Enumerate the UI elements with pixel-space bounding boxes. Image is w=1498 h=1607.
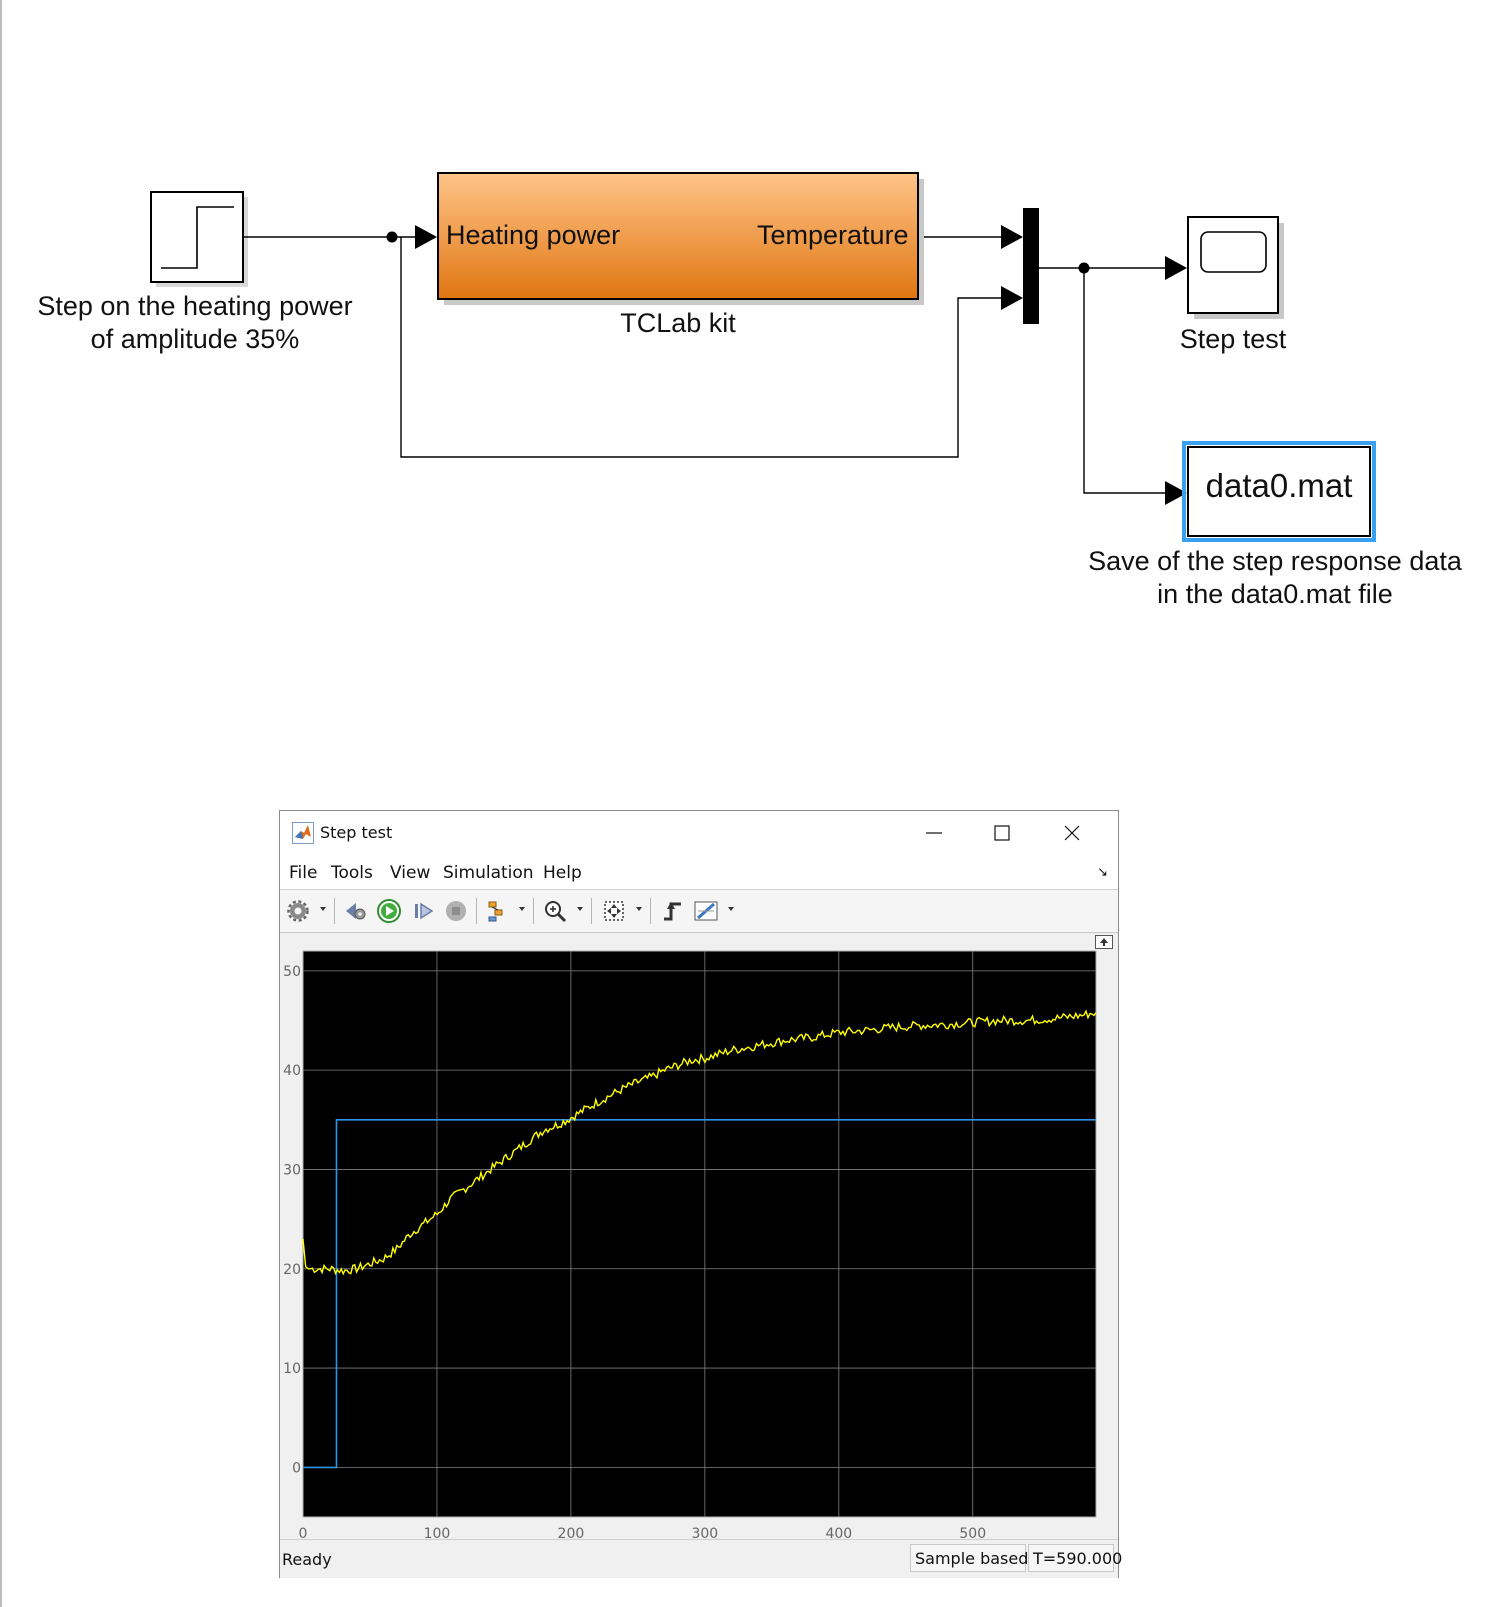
to-file-label-line2: in the data0.mat file bbox=[1157, 579, 1393, 609]
toolbar-separator bbox=[476, 898, 477, 924]
close-icon bbox=[1064, 825, 1080, 841]
output-port-label: Temperature bbox=[757, 220, 909, 250]
step-icon bbox=[161, 206, 234, 269]
plot-area: 0 100 200 300 400 500 0 10 20 30 40 50 bbox=[280, 933, 1118, 1542]
measurements-icon bbox=[694, 901, 718, 921]
to-file-label-line1: Save of the step response data bbox=[1088, 546, 1462, 576]
settings-icon bbox=[287, 900, 309, 922]
status-mode: Sample based bbox=[910, 1544, 1028, 1572]
branch-points bbox=[386, 231, 1090, 274]
window-title: Step test bbox=[320, 823, 393, 842]
maximize-icon bbox=[994, 825, 1010, 841]
step-block[interactable] bbox=[150, 191, 248, 287]
x-tick-label: 0 bbox=[299, 1526, 308, 1539]
run-button[interactable] bbox=[376, 898, 402, 924]
to-file-block-text: data0.mat bbox=[1205, 467, 1353, 504]
subsystem-name: TCLab kit bbox=[620, 308, 736, 338]
toolbar-separator bbox=[591, 898, 592, 924]
step-back-button[interactable] bbox=[342, 898, 368, 924]
menu-bar: File Tools View Simulation Help ↘ bbox=[280, 855, 1118, 890]
y-tick-label: 20 bbox=[283, 1262, 301, 1278]
measurements-dropdown-icon[interactable] bbox=[726, 904, 736, 914]
signal-lines bbox=[243, 236, 1166, 494]
to-file-label: Save of the step response data in the da… bbox=[1040, 546, 1498, 610]
settings-button[interactable] bbox=[285, 898, 311, 924]
arrowheads bbox=[415, 225, 1187, 505]
menu-view[interactable]: View bbox=[390, 863, 431, 883]
x-tick-label: 100 bbox=[424, 1526, 451, 1539]
simulink-diagram bbox=[150, 172, 1376, 542]
settings-dropdown-icon[interactable] bbox=[318, 904, 328, 914]
to-file-block[interactable] bbox=[1182, 441, 1376, 542]
scope-window: Step test File Tools View Simulation Hel… bbox=[279, 810, 1122, 1578]
highlight-icon bbox=[488, 901, 503, 922]
y-tick-label: 50 bbox=[283, 964, 301, 980]
minimize-button[interactable] bbox=[900, 811, 968, 855]
zoom-button[interactable] bbox=[542, 898, 568, 924]
close-button[interactable] bbox=[1038, 811, 1106, 855]
autoscale-icon bbox=[604, 901, 624, 921]
temperature-series-line bbox=[302, 1009, 1097, 1276]
scope-plot[interactable]: 0 100 200 300 400 500 0 10 20 30 40 50 bbox=[280, 933, 1118, 1542]
step-block-label: Step on the heating power of amplitude 3… bbox=[15, 291, 375, 355]
maximize-button[interactable] bbox=[968, 811, 1036, 855]
x-tick-label: 300 bbox=[691, 1526, 718, 1539]
x-tick-label: 200 bbox=[558, 1526, 585, 1539]
menu-tools[interactable]: Tools bbox=[331, 863, 373, 883]
toolbar-separator bbox=[533, 898, 534, 924]
mux-block[interactable] bbox=[1023, 208, 1039, 324]
scope-screen-icon bbox=[1200, 231, 1267, 273]
highlight-dropdown-icon[interactable] bbox=[517, 904, 527, 914]
input-port-label: Heating power bbox=[446, 220, 621, 250]
undock-axes-icon[interactable] bbox=[1095, 935, 1113, 949]
menu-help[interactable]: Help bbox=[543, 863, 582, 883]
measurements-button[interactable] bbox=[693, 898, 719, 924]
canvas-left-border bbox=[0, 0, 2, 1607]
matlab-icon bbox=[292, 822, 314, 844]
y-tick-label: 0 bbox=[292, 1460, 301, 1476]
y-tick-label: 40 bbox=[283, 1063, 301, 1079]
y-tick-label: 30 bbox=[283, 1162, 301, 1178]
step-label-line2: of amplitude 35% bbox=[90, 324, 300, 354]
autoscale-button[interactable] bbox=[601, 898, 627, 924]
status-time: T=590.000 bbox=[1028, 1544, 1122, 1572]
zoom-icon bbox=[545, 901, 567, 923]
toolbar bbox=[280, 890, 1118, 933]
toolbar-separator bbox=[650, 898, 651, 924]
zoom-dropdown-icon[interactable] bbox=[575, 904, 585, 914]
status-bar: Ready Sample based T=590.000 bbox=[280, 1539, 1122, 1578]
minimize-icon bbox=[926, 832, 942, 834]
status-ready: Ready bbox=[282, 1550, 332, 1569]
x-tick-label: 400 bbox=[825, 1526, 852, 1539]
autoscale-dropdown-icon[interactable] bbox=[634, 904, 644, 914]
menu-simulation[interactable]: Simulation bbox=[443, 863, 534, 883]
plot-background bbox=[302, 950, 1097, 1518]
step-forward-button[interactable] bbox=[410, 898, 436, 924]
run-icon bbox=[377, 899, 401, 923]
step-forward-icon bbox=[415, 902, 434, 920]
trigger-button[interactable] bbox=[660, 898, 686, 924]
stop-button[interactable] bbox=[443, 898, 469, 924]
x-tick-label: 500 bbox=[959, 1526, 986, 1539]
stop-icon bbox=[446, 901, 466, 921]
trigger-icon bbox=[664, 902, 681, 921]
heating-power-series-line bbox=[303, 1119, 1096, 1469]
toolbar-separator bbox=[334, 898, 335, 924]
y-tick-label: 10 bbox=[283, 1361, 301, 1377]
step-label-line1: Step on the heating power bbox=[37, 291, 353, 321]
highlight-button[interactable] bbox=[485, 898, 511, 924]
undock-arrow-icon[interactable]: ↘ bbox=[1097, 865, 1108, 880]
scope-block[interactable] bbox=[1187, 216, 1284, 319]
menu-file[interactable]: File bbox=[289, 863, 318, 883]
tclab-subsystem-block[interactable] bbox=[437, 172, 924, 305]
step-back-icon bbox=[346, 903, 366, 920]
title-bar[interactable]: Step test bbox=[280, 811, 1118, 855]
scope-block-name: Step test bbox=[1179, 324, 1287, 354]
